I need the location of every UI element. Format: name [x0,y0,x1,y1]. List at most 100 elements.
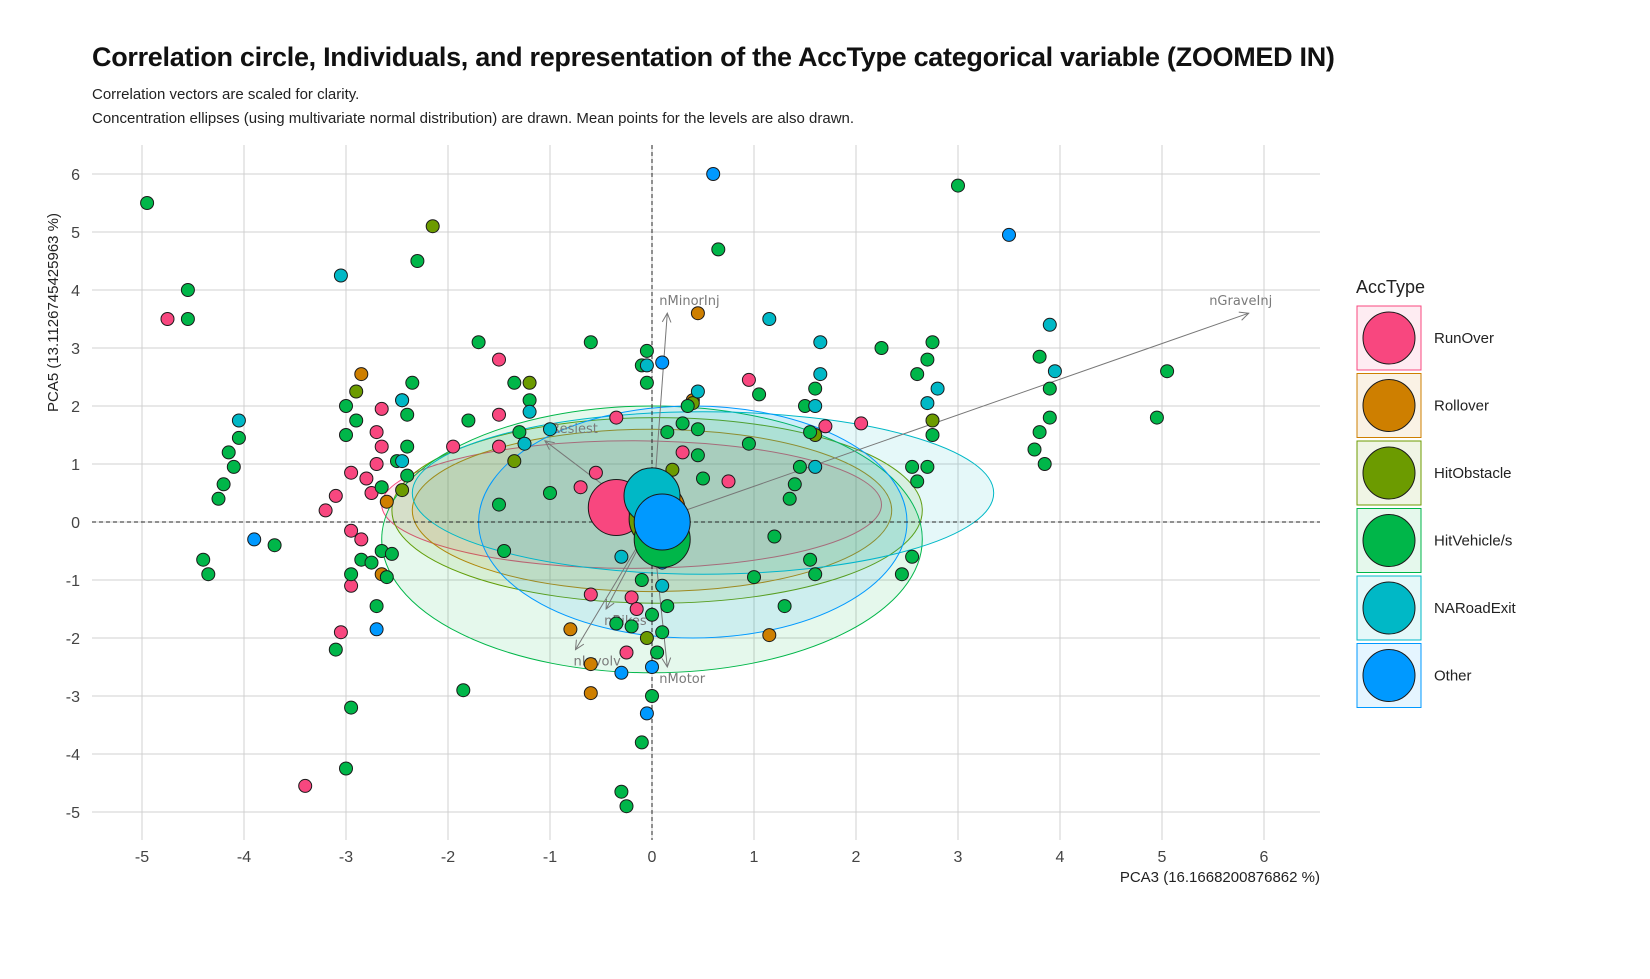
legend-label-runover: RunOver [1434,330,1494,347]
point-hitvehicle-s [920,352,935,367]
point-hitvehicle-s [583,335,598,350]
point-runover [583,587,598,602]
point-other [645,660,659,674]
point-hitvehicle-s [782,491,797,506]
point-runover [741,372,756,387]
point-other [706,167,721,181]
y-tick-label: 2 [71,399,80,416]
x-tick-label: 2 [852,849,861,866]
point-hitobstacle [639,631,654,645]
x-tick-label: -3 [339,849,353,866]
point-hitvehicle-s [741,436,756,451]
point-other [1002,227,1016,242]
point-runover [333,625,348,640]
point-hitvehicle-s [905,549,920,564]
point-rollover [563,622,578,637]
point-hitvehicle-s [920,459,935,474]
point-hitvehicle-s [344,567,359,582]
legend-label-naroadexit: NARoadExit [1434,600,1517,617]
point-hitvehicle-s [507,375,522,390]
point-other [655,355,670,370]
point-hitvehicle-s [1032,349,1047,364]
point-hitvehicle-s [910,367,925,382]
y-tick-label: -3 [66,689,80,706]
point-hitobstacle [425,219,440,234]
point-naroadexit [543,422,557,437]
x-tick-label: 0 [648,849,657,866]
point-hitvehicle-s [522,393,537,408]
legend-swatch-rollover [1362,379,1416,432]
point-hitvehicle-s [619,799,634,814]
y-tick-label: -2 [66,631,80,648]
point-rollover [583,657,598,672]
point-runover [624,590,639,605]
vector-arrowhead [661,312,672,323]
legend: AccType RunOver Rollover HitObstacle HitVeh… [1356,277,1517,708]
point-runover [446,439,461,454]
point-hitvehicle-s [894,567,909,582]
point-naroadexit [614,549,629,564]
y-tick-label: 0 [71,515,80,532]
point-naroadexit [395,454,410,469]
point-hitvehicle-s [267,538,282,553]
point-rollover [762,628,777,643]
point-hitvehicle-s [180,283,195,297]
vector-arrowhead [574,639,585,651]
point-runover [492,439,506,454]
mean-point-other [633,493,691,551]
vector-label-nminorinj: nMinorInj [659,294,719,309]
x-tick-label: 6 [1260,849,1269,866]
point-hitvehicle-s [379,570,394,585]
point-hitvehicle-s [639,343,654,358]
point-hitvehicle-s [645,607,659,622]
point-naroadexit [808,399,823,413]
point-hitvehicle-s [609,616,624,631]
point-hitvehicle-s [1042,381,1057,396]
point-runover [588,465,603,480]
chart-subtitle-line-1: Correlation vectors are scaled for clari… [92,86,360,103]
y-tick-label: -5 [66,805,80,822]
point-hitvehicle-s [1037,457,1052,471]
point-runover [854,416,869,431]
point-hitvehicle-s [339,399,353,413]
point-naroadexit [808,459,823,474]
point-rollover [690,306,705,321]
vector-label-ngraveinj: nGraveInj [1209,294,1272,309]
x-tick-label: -1 [543,849,557,866]
point-naroadexit [813,335,828,350]
point-hitvehicle-s [216,477,231,492]
x-tick-label: 4 [1056,849,1065,866]
legend-label-hitobstacle: HitObstacle [1434,465,1512,482]
point-runover [609,410,624,425]
point-hitvehicle-s [639,375,654,390]
y-tick-label: 3 [71,341,80,358]
y-tick-label: -1 [66,573,80,590]
point-hitobstacle [395,483,410,498]
point-hitvehicle-s [874,341,889,355]
point-runover [629,602,644,616]
point-runover [675,445,690,460]
point-runover [492,407,506,422]
vector-arrowhead [543,440,555,450]
point-hitvehicle-s [690,422,705,437]
point-hitobstacle [522,375,537,390]
point-hitvehicle-s [461,413,476,428]
x-tick-label: -2 [441,849,455,866]
point-hitvehicle-s [456,683,471,698]
point-naroadexit [231,413,246,428]
point-runover [344,578,359,593]
x-tick-label: -4 [237,849,251,866]
vector-arrowhead [605,598,615,611]
point-hitvehicle-s [1032,425,1047,440]
point-hitvehicle-s [349,413,364,428]
point-hitvehicle-s [344,700,359,715]
point-naroadexit [930,381,945,396]
point-naroadexit [813,367,828,382]
point-runover [369,425,384,440]
point-hitvehicle-s [767,529,782,544]
point-hitvehicle-s [492,497,506,512]
point-hitvehicle-s [680,399,695,413]
point-naroadexit [920,396,935,411]
correlation-vectors: nMinorInjnGraveInjnResiestnBikesnInvolvn… [543,294,1272,687]
point-hitvehicle-s [645,689,659,703]
